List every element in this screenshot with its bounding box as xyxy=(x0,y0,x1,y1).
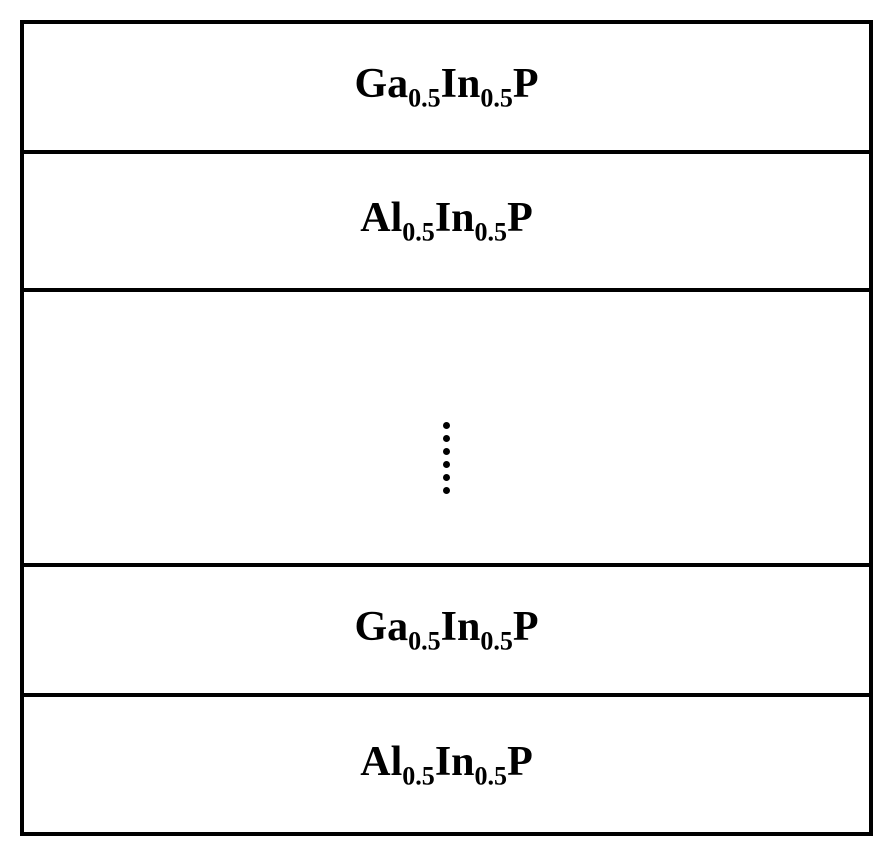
ellipsis-dot xyxy=(443,435,450,442)
layer-4: Al0.5In0.5P xyxy=(24,697,869,832)
ellipsis-dot xyxy=(443,487,450,494)
layer-stack-diagram: Ga0.5In0.5P Al0.5In0.5P Ga0.5In0.5P Al0.5In… xyxy=(20,20,873,836)
chemical-formula: Al0.5In0.5P xyxy=(360,194,532,247)
chemical-formula: Ga0.5In0.5P xyxy=(354,603,538,656)
vertical-ellipsis xyxy=(443,362,450,494)
ellipsis-dot xyxy=(443,422,450,429)
chemical-formula: Al0.5In0.5P xyxy=(360,738,532,791)
ellipsis-dot xyxy=(443,448,450,455)
layer-1: Al0.5In0.5P xyxy=(24,154,869,292)
layer-3: Ga0.5In0.5P xyxy=(24,567,869,697)
chemical-formula: Ga0.5In0.5P xyxy=(354,60,538,113)
layer-0: Ga0.5In0.5P xyxy=(24,24,869,154)
ellipsis-dot xyxy=(443,461,450,468)
ellipsis-dot xyxy=(443,474,450,481)
layer-2 xyxy=(24,292,869,567)
